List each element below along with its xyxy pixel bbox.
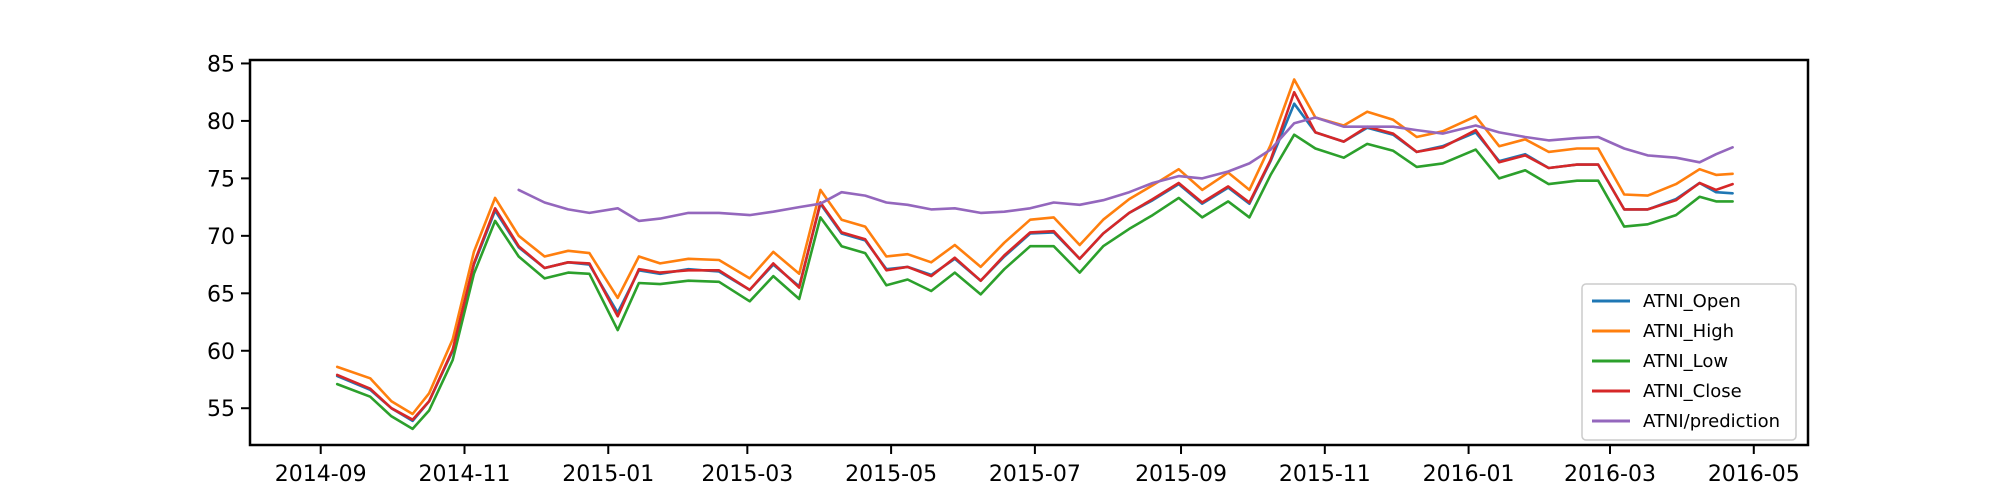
x-tick-label: 2014-11 <box>419 462 511 487</box>
legend-box <box>1581 283 1797 441</box>
series-line-atni-prediction <box>517 116 1734 223</box>
plot-frame <box>248 58 1810 447</box>
legend-label-atni-open: ATNI_Open <box>1643 291 1741 312</box>
series-line-atni-open <box>335 102 1734 423</box>
x-tick-label: 2015-09 <box>1135 462 1227 487</box>
x-tick-label: 2015-11 <box>1279 462 1371 487</box>
legend: ATNI_Open ATNI_High ATNI_Low ATNI_Close ATNI… <box>1581 283 1797 441</box>
y-tick-label: 55 <box>207 397 235 422</box>
x-tick-label: 2016-05 <box>1708 462 1800 487</box>
x-tick-label: 2016-03 <box>1564 462 1656 487</box>
series-line-atni-high <box>335 78 1734 416</box>
x-tick-label: 2015-07 <box>989 462 1081 487</box>
y-tick-label: 75 <box>207 167 235 192</box>
legend-label-atni-high: ATNI_High <box>1643 321 1734 342</box>
y-tick-label: 85 <box>207 52 235 77</box>
legend-label-atni-low: ATNI_Low <box>1643 351 1728 372</box>
y-axis: 55 60 65 70 75 80 85 <box>207 52 250 422</box>
x-tick-label: 2015-01 <box>562 462 654 487</box>
y-tick-label: 70 <box>207 225 235 250</box>
series-line-atni-low <box>335 133 1734 431</box>
series-layer <box>335 78 1734 431</box>
series-line-atni-close <box>335 90 1734 421</box>
x-tick-label: 2015-03 <box>701 462 793 487</box>
x-axis: 2014-09 2014-11 2015-01 2015-03 2015-05 2015-… <box>275 445 1800 487</box>
x-tick-label: 2014-09 <box>275 462 367 487</box>
y-tick-label: 65 <box>207 282 235 307</box>
legend-label-atni-prediction: ATNI/prediction <box>1643 411 1780 432</box>
x-tick-label: 2015-05 <box>845 462 937 487</box>
x-tick-label: 2016-01 <box>1423 462 1515 487</box>
y-tick-label: 60 <box>207 340 235 365</box>
y-tick-label: 80 <box>207 110 235 135</box>
legend-label-atni-close: ATNI_Close <box>1643 381 1742 402</box>
